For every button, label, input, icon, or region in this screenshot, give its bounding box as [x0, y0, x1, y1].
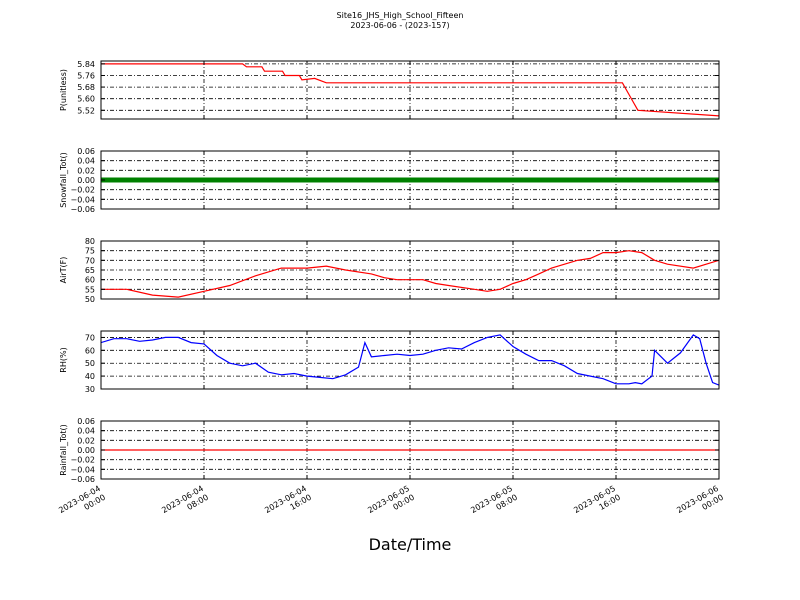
y-axis-label-3: AirT(F): [59, 257, 68, 284]
ytick-label-5-6: 0.06: [77, 417, 95, 426]
ytick-label-3-3: 65: [85, 266, 95, 275]
ytick-label-2-1: −0.04: [70, 195, 95, 204]
ytick-label-4-2: 50: [85, 359, 95, 368]
ytick-label-3-6: 80: [85, 237, 95, 246]
y-axis-label-2: Snowfall_Tot(): [59, 152, 68, 208]
ytick-label-3-2: 60: [85, 276, 95, 285]
title-line-1: Site16_JHS_High_School_Fifteen: [337, 11, 464, 20]
ytick-label-3-0: 50: [85, 295, 95, 304]
ytick-label-2-3: 0.00: [77, 176, 95, 185]
panel-2: −0.06−0.04−0.020.000.020.040.06 Snowfall_…: [59, 147, 720, 214]
ytick-label-5-0: −0.06: [70, 475, 95, 484]
ytick-label-4-1: 40: [85, 372, 95, 381]
ytick-label-4-3: 60: [85, 346, 95, 355]
ytick-label-1-2: 5.68: [77, 83, 95, 92]
ytick-label-5-2: −0.02: [70, 456, 95, 465]
ytick-label-2-5: 0.04: [77, 157, 95, 166]
ytick-label-1-0: 5.52: [77, 106, 95, 115]
series-1-line: [101, 63, 719, 117]
ytick-label-5-3: 0.00: [77, 446, 95, 455]
series-4-line: [101, 334, 719, 386]
ytick-label-1-4: 5.84: [77, 60, 95, 69]
ytick-label-5-1: −0.04: [70, 465, 95, 474]
panel-1: 5.52 5.60 5.68 5.76 5.84 P(unitless): [59, 60, 720, 120]
panel-4: 30 40 50 60 70 RH(%): [59, 330, 720, 394]
y-axis-label-5: Rainfall_Tot(): [59, 424, 68, 476]
ytick-label-2-2: −0.02: [70, 186, 95, 195]
ytick-label-3-5: 75: [85, 247, 95, 256]
y-axis-label-1: P(unitless): [59, 69, 68, 111]
ytick-label-3-1: 55: [85, 285, 95, 294]
series-3-line: [101, 250, 719, 298]
title-line-2: 2023-06-06 - (2023-157): [350, 21, 449, 30]
ytick-label-2-0: −0.06: [70, 205, 95, 214]
panels: 5.525.605.685.765.84P(unitless)−0.06−0.0…: [59, 60, 720, 484]
ytick-label-1-1: 5.60: [77, 95, 95, 104]
ytick-label-5-5: 0.04: [77, 427, 95, 436]
ytick-label-4-0: 30: [85, 385, 95, 394]
panel-5: −0.06−0.04−0.020.000.020.040.06 Rainfall_…: [59, 417, 720, 484]
x-axis-label: Date/Time: [369, 535, 452, 554]
ytick-label-2-6: 0.06: [77, 147, 95, 156]
ytick-label-1-3: 5.76: [77, 72, 95, 81]
ytick-label-4-4: 70: [85, 333, 95, 342]
ytick-label-3-4: 70: [85, 256, 95, 265]
ytick-label-2-4: 0.02: [77, 166, 95, 175]
ytick-label-5-4: 0.02: [77, 436, 95, 445]
y-axis-label-4: RH(%): [59, 347, 68, 372]
